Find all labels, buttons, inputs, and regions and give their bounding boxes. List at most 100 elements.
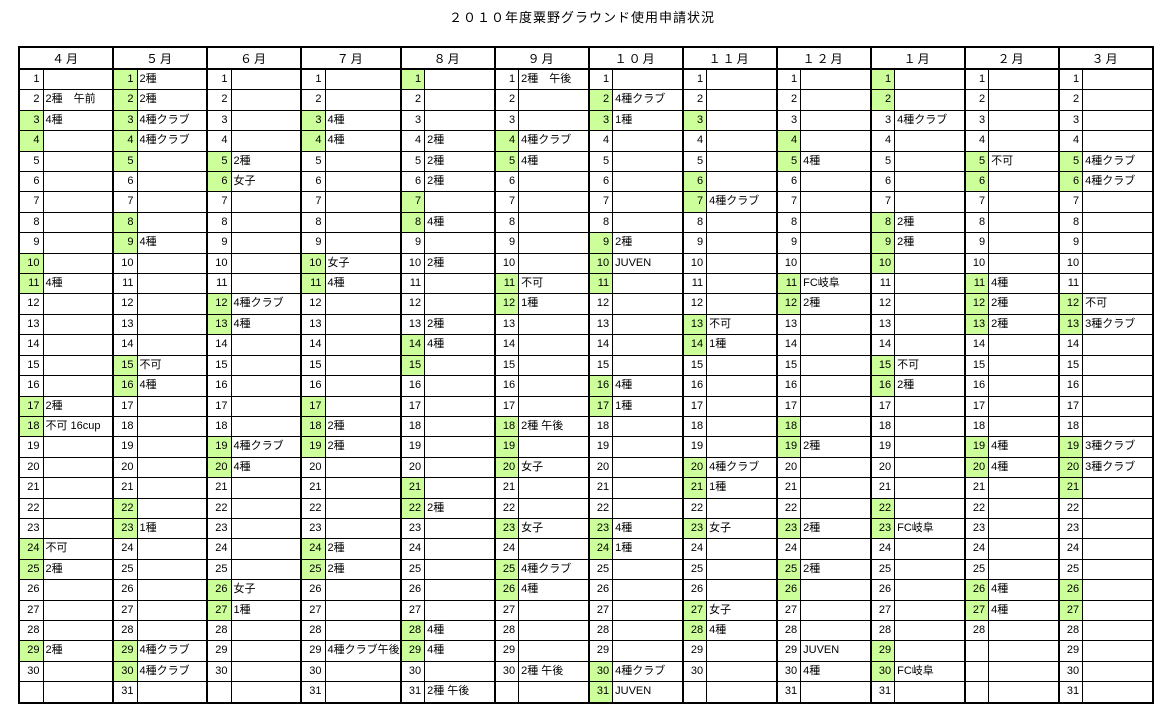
day-cell: 14 [869, 334, 896, 356]
day-cell: 1 [399, 68, 426, 91]
note-cell: 4種 [988, 273, 1060, 295]
calendar-row: 17 2種 17 17 17 17 17 17 1種 17 17 17 17 17 [18, 395, 1154, 417]
day-cell: 17 [1057, 395, 1084, 417]
note-cell: 女子 [518, 517, 590, 540]
note-cell: 2種 [136, 89, 208, 111]
note-cell [988, 334, 1060, 356]
day-cell: 5 [399, 150, 426, 173]
calendar-row: 19 19 19 4種クラブ 19 2種 19 19 19 19 19 2種 19 19 4種 19 3種クラブ [18, 436, 1154, 458]
day-cell: 14 [399, 334, 426, 356]
note-cell [894, 681, 966, 704]
note-cell [518, 334, 590, 356]
day-cell: 24 [963, 538, 990, 560]
day-cell: 21 [112, 477, 138, 499]
day-cell: 15 [775, 354, 802, 377]
note-cell [800, 599, 872, 621]
note-cell [800, 313, 872, 336]
day-cell: 16 [587, 375, 614, 397]
day-cell: 27 [206, 599, 232, 621]
day-cell: 31 [1057, 681, 1084, 704]
day-cell: 7 [18, 191, 44, 213]
day-cell: 10 [493, 252, 520, 275]
day-cell: 17 [300, 395, 326, 417]
note-cell [894, 619, 966, 642]
note-cell [988, 497, 1060, 519]
note-cell [894, 252, 966, 275]
note-cell [324, 456, 402, 479]
note-cell [42, 619, 114, 642]
note-cell: 不可 [42, 538, 114, 560]
day-cell: 6 [18, 171, 44, 193]
day-cell: 6 [399, 171, 426, 193]
day-cell: 24 [300, 538, 326, 560]
day-cell: 29 [1057, 640, 1084, 662]
note-cell [324, 313, 402, 336]
note-cell [42, 211, 114, 234]
note-cell [230, 273, 302, 295]
note-cell [800, 171, 872, 193]
note-cell: 2種 [894, 232, 966, 254]
note-cell [136, 436, 208, 458]
day-cell: 4 [1057, 130, 1084, 152]
day-cell: 26 [1057, 579, 1084, 601]
day-cell: 30 [681, 660, 708, 683]
month-header-aug: ８月 [399, 46, 496, 70]
note-cell: 4種 [706, 619, 778, 642]
day-cell: 11 [112, 273, 138, 295]
day-cell: 30 [775, 660, 802, 683]
day-cell: 10 [18, 252, 44, 275]
note-cell [424, 191, 496, 213]
day-cell: 4 [963, 130, 990, 152]
day-cell: 18 [1057, 415, 1084, 438]
calendar-row: 8 8 8 8 8 4種 8 8 8 8 8 2種 8 8 [18, 211, 1154, 234]
note-cell [230, 334, 302, 356]
calendar-row: 15 15 不可 15 15 15 15 15 15 15 15 不可 15 15 [18, 354, 1154, 377]
note-cell [800, 497, 872, 519]
day-cell: 11 [493, 273, 520, 295]
note-cell: 4種 [518, 579, 590, 601]
day-cell: 31 [775, 681, 802, 704]
note-cell [988, 660, 1060, 683]
day-cell: 27 [300, 599, 326, 621]
day-cell: 23 [399, 517, 426, 540]
day-cell: 9 [112, 232, 138, 254]
day-cell: 28 [963, 619, 990, 642]
note-cell [988, 558, 1060, 581]
day-cell: 27 [681, 599, 708, 621]
note-cell [424, 517, 496, 540]
day-cell: 27 [112, 599, 138, 621]
note-cell [230, 619, 302, 642]
day-cell: 5 [18, 150, 44, 173]
day-cell: 22 [775, 497, 802, 519]
note-cell: FC岐阜 [894, 660, 966, 683]
day-cell: 12 [963, 293, 990, 315]
note-cell [800, 681, 872, 704]
note-cell [42, 517, 114, 540]
note-cell [800, 211, 872, 234]
day-cell: 16 [18, 375, 44, 397]
day-cell: 12 [775, 293, 802, 315]
note-cell [988, 109, 1060, 132]
day-cell: 31 [869, 681, 896, 704]
day-cell: 25 [869, 558, 896, 581]
note-cell [136, 497, 208, 519]
day-cell: 19 [18, 436, 44, 458]
note-cell: 2種 [42, 558, 114, 581]
day-cell: 6 [869, 171, 896, 193]
note-cell [1082, 681, 1154, 704]
note-cell [424, 558, 496, 581]
day-cell: 14 [18, 334, 44, 356]
day-cell: 23 [300, 517, 326, 540]
day-cell: 27 [775, 599, 802, 621]
note-cell [1082, 660, 1154, 683]
note-cell [1082, 89, 1154, 111]
day-cell: 7 [963, 191, 990, 213]
day-cell: 16 [963, 375, 990, 397]
note-cell: 不可 [706, 313, 778, 336]
note-cell [988, 517, 1060, 540]
note-cell [894, 599, 966, 621]
day-cell: 9 [493, 232, 520, 254]
day-cell: 19 [869, 436, 896, 458]
day-cell: 16 [493, 375, 520, 397]
day-cell: 30 [300, 660, 326, 683]
